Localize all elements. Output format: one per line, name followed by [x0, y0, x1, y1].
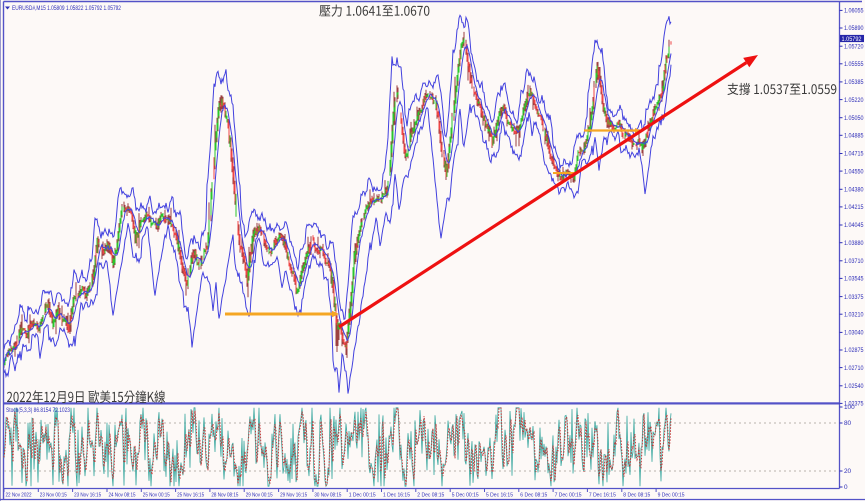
- svg-text:1.05050: 1.05050: [844, 115, 864, 122]
- svg-text:1.04885: 1.04885: [844, 133, 864, 140]
- svg-text:5 Dec 00:15: 5 Dec 00:15: [452, 493, 480, 499]
- svg-text:1.05890: 1.05890: [844, 25, 864, 32]
- svg-text:EURUSD#,M15 1.05809 1.05822 1: EURUSD#,M15 1.05809 1.05822 1.05792 1.05…: [12, 5, 121, 12]
- svg-text:1.03880: 1.03880: [844, 240, 864, 247]
- svg-text:23 Nov 00:15: 23 Nov 00:15: [40, 493, 68, 499]
- svg-text:1.03710: 1.03710: [844, 258, 864, 265]
- svg-text:1.02540: 1.02540: [844, 383, 864, 390]
- svg-text:1 Dec 16:15: 1 Dec 16:15: [383, 493, 411, 499]
- svg-text:23 Nov 16:15: 23 Nov 16:15: [74, 493, 102, 499]
- svg-text:1.05220: 1.05220: [844, 97, 864, 104]
- svg-text:6 Dec 08:15: 6 Dec 08:15: [520, 493, 548, 499]
- svg-text:7 Dec 00:15: 7 Dec 00:15: [555, 493, 583, 499]
- svg-text:28 Nov 08:15: 28 Nov 08:15: [211, 493, 239, 499]
- svg-text:1.04715: 1.04715: [844, 151, 864, 158]
- svg-text:5 Dec 16:15: 5 Dec 16:15: [486, 493, 514, 499]
- svg-text:1.03375: 1.03375: [844, 294, 864, 301]
- svg-text:1.05792: 1.05792: [842, 36, 862, 43]
- svg-text:1.03040: 1.03040: [844, 330, 864, 337]
- svg-text:2 Dec 08:15: 2 Dec 08:15: [417, 493, 445, 499]
- svg-text:1.03545: 1.03545: [844, 276, 864, 283]
- svg-text:30 Nov 08:15: 30 Nov 08:15: [314, 493, 342, 499]
- svg-text:1.04045: 1.04045: [844, 222, 864, 229]
- svg-text:20: 20: [844, 468, 852, 475]
- svg-text:0: 0: [844, 484, 848, 491]
- svg-text:8 Dec 08:15: 8 Dec 08:15: [623, 493, 651, 499]
- svg-text:25 Nov 00:15: 25 Nov 00:15: [143, 493, 171, 499]
- svg-text:1.04380: 1.04380: [844, 187, 864, 194]
- svg-text:1.03210: 1.03210: [844, 311, 864, 318]
- svg-text:7 Dec 16:15: 7 Dec 16:15: [589, 493, 617, 499]
- svg-text:1.02875: 1.02875: [844, 347, 864, 354]
- svg-text:9 Dec 00:15: 9 Dec 00:15: [658, 493, 686, 499]
- svg-text:29 Nov 16:15: 29 Nov 16:15: [280, 493, 308, 499]
- svg-text:29 Nov 00:15: 29 Nov 00:15: [246, 493, 274, 499]
- svg-text:100: 100: [844, 404, 855, 411]
- svg-text:1.02710: 1.02710: [844, 365, 864, 372]
- svg-text:1.04550: 1.04550: [844, 168, 864, 175]
- svg-text:24 Nov 08:15: 24 Nov 08:15: [109, 493, 137, 499]
- svg-text:1 Dec 00:15: 1 Dec 00:15: [349, 493, 377, 499]
- svg-text:Stoch(5,3,3) 86.8154 72.1023: Stoch(5,3,3) 86.8154 72.1023: [6, 408, 71, 414]
- svg-text:1.05720: 1.05720: [844, 43, 864, 50]
- svg-text:80: 80: [844, 420, 852, 427]
- svg-text:1.06055: 1.06055: [844, 8, 864, 15]
- svg-text:22 Nov 2022: 22 Nov 2022: [6, 493, 32, 499]
- svg-text:1.05555: 1.05555: [844, 61, 864, 68]
- svg-text:1.05385: 1.05385: [844, 79, 864, 86]
- svg-text:25 Nov 16:15: 25 Nov 16:15: [177, 493, 205, 499]
- svg-text:1.04215: 1.04215: [844, 204, 864, 211]
- svg-text:1.02375: 1.02375: [844, 401, 864, 408]
